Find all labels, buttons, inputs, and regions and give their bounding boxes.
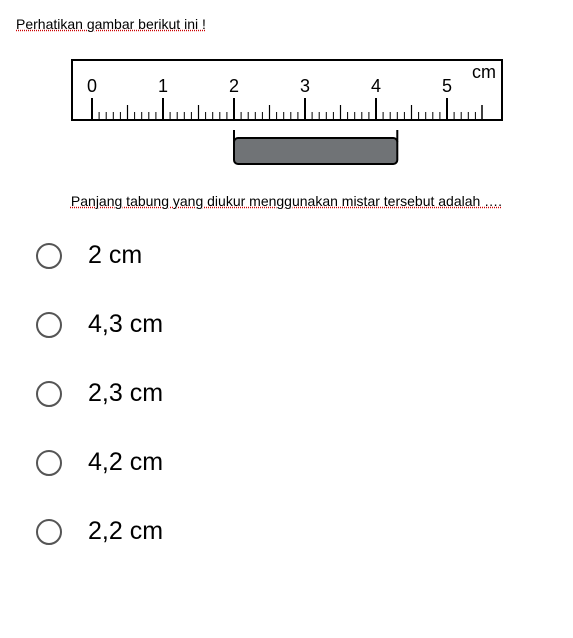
radio-icon — [36, 243, 62, 269]
tick-label-4: 4 — [370, 76, 380, 96]
radio-icon — [36, 519, 62, 545]
option-3[interactable]: 4,2 cm — [36, 448, 557, 477]
option-4[interactable]: 2,2 cm — [36, 517, 557, 546]
option-2[interactable]: 2,3 cm — [36, 379, 557, 408]
ruler-svg: cm 0 1 2 3 4 5 — [62, 50, 512, 175]
option-1[interactable]: 4,3 cm — [36, 310, 557, 339]
ruler-figure: cm 0 1 2 3 4 5 — [62, 50, 512, 175]
option-label: 4,2 cm — [88, 448, 163, 477]
option-label: 2,2 cm — [88, 517, 163, 546]
unit-label: cm — [472, 62, 496, 82]
tick-label-1: 1 — [157, 76, 167, 96]
instruction-text: Perhatikan gambar berikut ini ! — [16, 16, 557, 32]
tick-label-5: 5 — [441, 76, 451, 96]
ruler-body — [72, 60, 502, 120]
radio-icon — [36, 381, 62, 407]
tick-label-3: 3 — [299, 76, 309, 96]
option-label: 4,3 cm — [88, 310, 163, 339]
tick-label-2: 2 — [228, 76, 238, 96]
tick-label-0: 0 — [86, 76, 96, 96]
measured-object — [234, 138, 397, 164]
sub-question-text: Panjang tabung yang diukur menggunakan m… — [16, 193, 557, 209]
option-0[interactable]: 2 cm — [36, 241, 557, 270]
options-list: 2 cm 4,3 cm 2,3 cm 4,2 cm 2,2 cm — [16, 241, 557, 546]
option-label: 2,3 cm — [88, 379, 163, 408]
radio-icon — [36, 450, 62, 476]
radio-icon — [36, 312, 62, 338]
option-label: 2 cm — [88, 241, 142, 270]
